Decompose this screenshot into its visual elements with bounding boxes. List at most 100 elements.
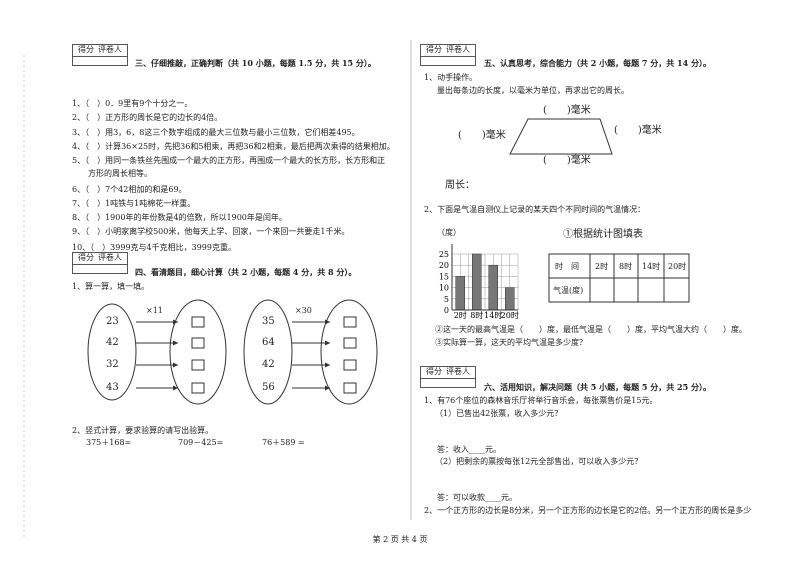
y-tick-label: 20: [439, 261, 449, 270]
number: 64: [262, 337, 275, 348]
ellipse: [243, 299, 293, 405]
score-box: [72, 252, 128, 274]
edge-label: ( )毫米: [458, 130, 506, 141]
axis-label: （度）: [437, 228, 461, 237]
arrow-head: [173, 385, 178, 391]
question: （2）把剩余的票按每张12元全部售出，可以收入多少元？: [435, 457, 643, 466]
bar: [488, 264, 498, 311]
grader-label: 评卷人: [446, 367, 470, 376]
question-item: 6、（ ）7个42相加的和是69。: [72, 185, 187, 194]
bar: [472, 253, 482, 311]
answer: 答：可以收款____元。: [437, 493, 517, 502]
table-header: 20时: [668, 262, 687, 271]
x-tick-label: 2时: [454, 310, 467, 320]
number: 42: [106, 337, 119, 348]
edge-label: ( )毫米: [543, 155, 591, 166]
arrow-head: [325, 340, 330, 346]
question: 1、有76个座位的森林音乐厅将举行音乐会，每张票售价是15元。: [424, 396, 658, 405]
question: ③实际算一算，这天的平均气温是多少度？: [435, 338, 587, 347]
question: 1、动手操作。: [424, 73, 478, 82]
answer-box: [191, 359, 205, 371]
calc: 76＋589 =: [262, 438, 305, 447]
x-tick-label: 8时: [470, 310, 483, 320]
table-header: 2时: [595, 262, 609, 271]
arrow-head: [173, 340, 178, 346]
table-title: ①根据统计图填表: [563, 229, 643, 240]
ellipse: [87, 303, 137, 401]
question-item: 10、（ ）3999克与4千克相比，3999克重。: [72, 243, 236, 252]
score-box: [72, 44, 128, 66]
question: ②这一天的最高气温是（ ）度，最低气温是（ ）度，平均气温大约（ ）度。: [435, 325, 747, 334]
bar: [505, 287, 515, 311]
answer-box: [343, 337, 357, 349]
score-label: 得分: [426, 45, 442, 54]
ellipse: [320, 299, 378, 405]
score-label: 得分: [426, 367, 442, 376]
number: 56: [262, 382, 275, 393]
arrow-head: [325, 385, 330, 391]
question-text: 量出每条边的长度，以毫米为单位，再求出它的周长。: [437, 86, 629, 95]
table-grid: [548, 253, 690, 303]
answer-box: [343, 316, 357, 328]
edge-label: ( )毫米: [543, 105, 591, 116]
perimeter-label: 周长：: [445, 180, 475, 191]
number: 35: [262, 316, 275, 327]
arrow-head: [325, 319, 330, 325]
table-header: 8时: [619, 262, 633, 271]
x-tick-label: 14时: [484, 310, 502, 320]
score-box: [420, 44, 476, 66]
question: （1）已售出42张票，收入多少元？: [435, 409, 563, 418]
question-item: 2、（ ）正方形的周长是它的边长的4倍。: [72, 113, 223, 122]
section-title: 六、活用知识，解决问题（共 5 小题，每题 5 分，共 25 分）。: [484, 382, 711, 392]
question-item: 7、（ ）1吨铁与1吨棉花一样重。: [72, 199, 196, 208]
table-header: 时 间: [555, 262, 579, 271]
grader-label: 评卷人: [98, 45, 122, 54]
number: 32: [106, 359, 119, 370]
arrow-head: [173, 319, 178, 325]
arrows: [136, 316, 357, 394]
score-box: [420, 366, 476, 388]
question-item: 5、（ ）用同一条铁丝先围成一个最大的正方形，再围成一个最大的长方形，长方形和正: [72, 156, 386, 165]
score-label: 得分: [78, 253, 94, 262]
x-tick-label: 20时: [501, 310, 519, 320]
question: 2、下面是气温自测仪上记录的某天四个不同时间的气温情况：: [424, 205, 646, 214]
arrow-head: [173, 362, 178, 368]
calc: 375＋168=: [86, 438, 132, 447]
operator: ×11: [146, 306, 163, 315]
question-item: 8、（ ）1900年的年份数是4的倍数，所以1900年是闰年。: [72, 213, 287, 222]
answer-box: [343, 382, 357, 394]
table-header: 14时: [642, 262, 661, 271]
bar: [455, 276, 465, 311]
y-tick-label: 15: [439, 272, 449, 281]
table-row-label: 气温(度): [553, 286, 584, 295]
answer: 答：收入____元。: [437, 445, 501, 454]
score-label: 得分: [78, 45, 94, 54]
section-title: 五、认真思考，综合能力（共 2 小题，每题 7 分，共 14 分）。: [484, 58, 711, 68]
question: 2、竖式计算，要求验算的请写出验算。: [72, 426, 214, 435]
calc: 709－425=: [178, 438, 224, 447]
y-tick-label: 10: [439, 284, 449, 293]
question-item: 方形的周长相等。: [88, 169, 152, 178]
answer-box: [191, 316, 205, 328]
section-title: 三、仔细推敲，正确判断（共 10 小题，每题 1.5 分，共 15 分）。: [135, 58, 376, 68]
question-item: 4、（ ）计算36×25时，先把36和5相乘，再把36和2相乘，最后把两次乘得的…: [72, 142, 395, 151]
trapezoid: [509, 118, 613, 155]
y-tick-label: 25: [439, 250, 449, 259]
arrow-head: [325, 362, 330, 368]
answer-box: [191, 382, 205, 394]
y-tick-label: 0: [444, 306, 449, 315]
section-title: 四、看清题目，细心计算（共 2 小题，每题 4 分，共 8 分）。: [135, 267, 357, 277]
number: 42: [262, 359, 275, 370]
footer: 第 2 页 共 4 页: [372, 535, 428, 544]
edge-label: ( )毫米: [614, 125, 662, 136]
question-item: 1、（ ）0．9里有9个十分之一。: [72, 99, 193, 108]
ellipse: [169, 299, 227, 405]
grader-label: 评卷人: [446, 45, 470, 54]
question: 2、一个正方形的边长是8分米，另一个正方形的边长是它的2倍。另一个正方形的周长是…: [424, 506, 752, 515]
question-item: 9、（ ）小明家离学校500米，他每天上学、回家，一个来回一共要走1千米。: [72, 227, 350, 236]
answer-box: [191, 337, 205, 349]
operator: ×30: [295, 306, 312, 315]
